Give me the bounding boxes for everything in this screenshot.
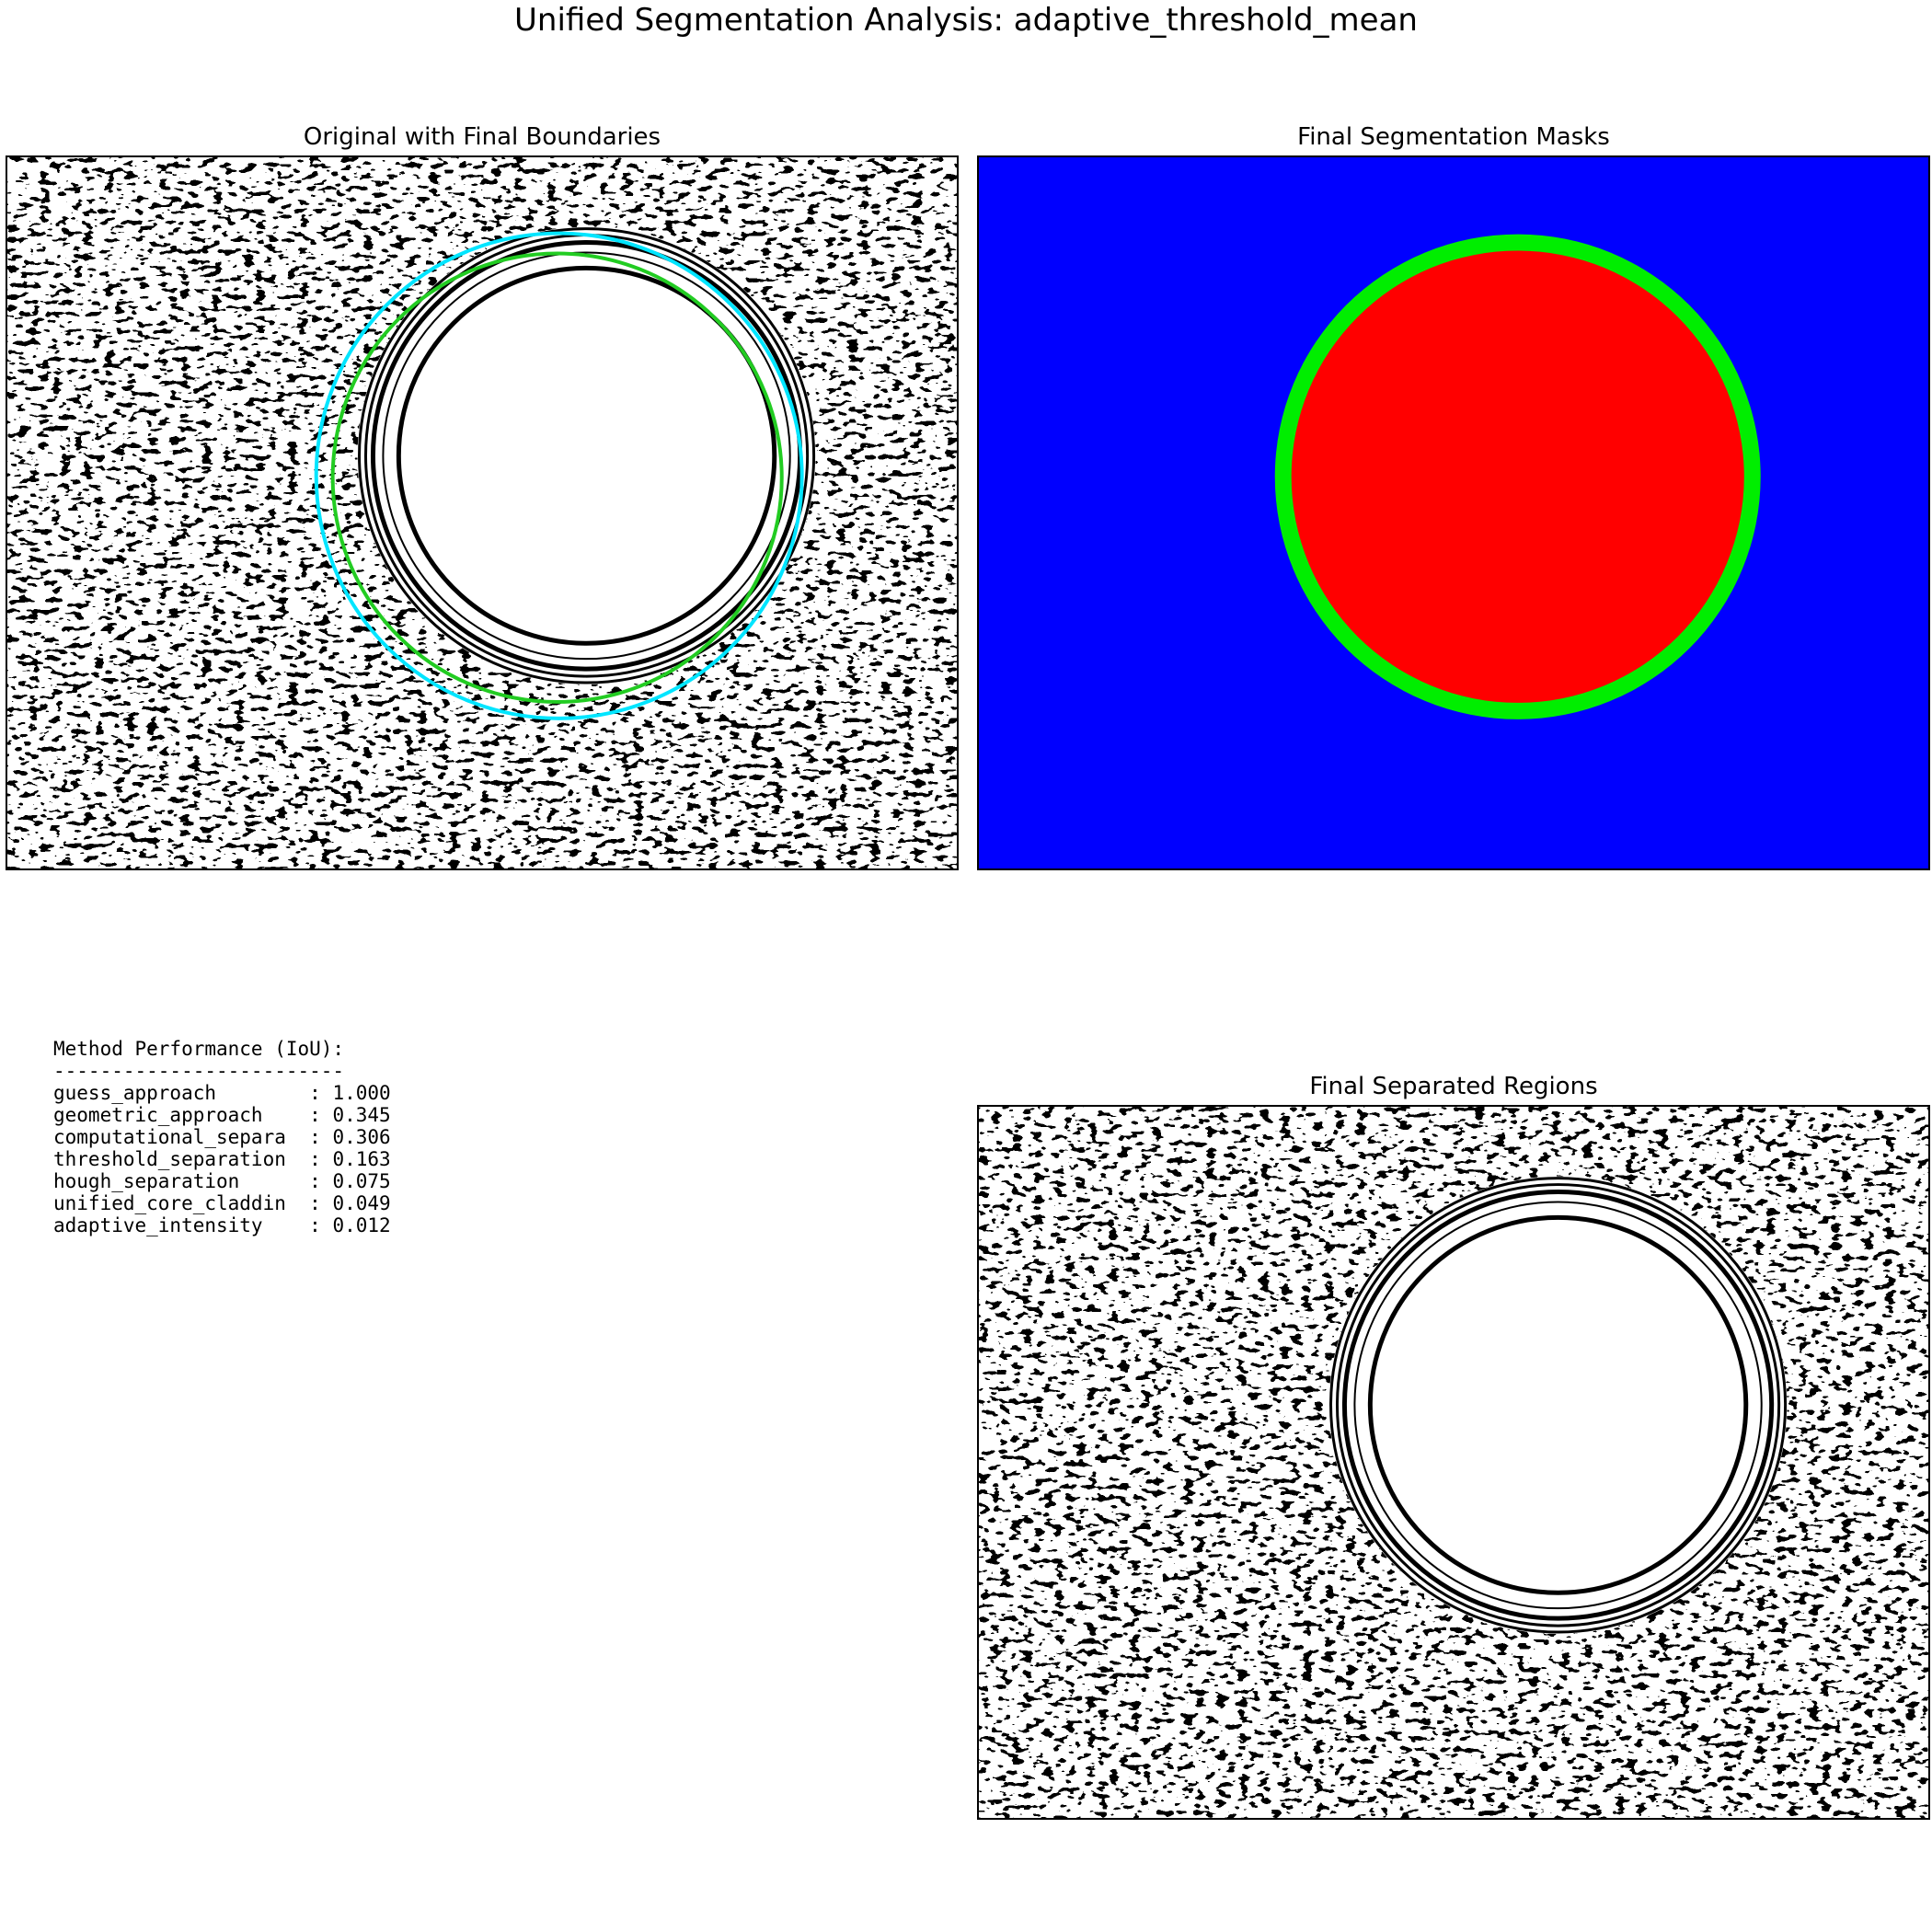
inner-boundary-circle	[330, 251, 784, 704]
method-score: 0.345	[332, 1104, 391, 1126]
original-panel	[6, 155, 959, 870]
figure-title: Unified Segmentation Analysis: adaptive_…	[514, 2, 1418, 39]
method-score: 0.049	[332, 1192, 391, 1214]
performance-row: computational_separa : 0.306	[53, 1126, 391, 1148]
performance-row: threshold_separation : 0.163	[53, 1148, 391, 1170]
performance-row: unified_core_claddin : 0.049	[53, 1192, 391, 1214]
method-score: 0.012	[332, 1214, 391, 1236]
method-score: 1.000	[332, 1082, 391, 1104]
performance-row: guess_approach : 1.000	[53, 1082, 391, 1104]
separated-panel-title: Final Separated Regions	[1309, 1073, 1598, 1100]
masks-panel-title: Final Segmentation Masks	[1297, 123, 1610, 151]
method-name: hough_separation	[53, 1170, 240, 1192]
method-name: geometric_approach	[53, 1104, 263, 1126]
method-name: threshold_separation	[53, 1148, 286, 1170]
original-panel-title: Original with Final Boundaries	[303, 123, 661, 151]
performance-row: hough_separation : 0.075	[53, 1170, 391, 1192]
performance-text: Method Performance (IoU): --------------…	[53, 1038, 391, 1236]
method-name: computational_separa	[53, 1126, 286, 1148]
separated-panel	[977, 1105, 1930, 1820]
method-score: 0.075	[332, 1170, 391, 1192]
method-name: unified_core_claddin	[53, 1192, 286, 1214]
core-mask	[1291, 250, 1744, 703]
performance-heading: Method Performance (IoU):	[53, 1038, 345, 1060]
performance-divider: -------------------------	[53, 1060, 345, 1082]
masks-panel	[977, 155, 1930, 870]
fiber-rings	[1329, 1177, 1788, 1634]
method-name: adaptive_intensity	[53, 1214, 263, 1236]
performance-row: adaptive_intensity : 0.012	[53, 1214, 391, 1236]
performance-row: geometric_approach : 0.345	[53, 1104, 391, 1126]
method-score: 0.163	[332, 1148, 391, 1170]
outer-boundary-circle	[314, 231, 804, 720]
method-name: guess_approach	[53, 1082, 217, 1104]
method-score: 0.306	[332, 1126, 391, 1148]
